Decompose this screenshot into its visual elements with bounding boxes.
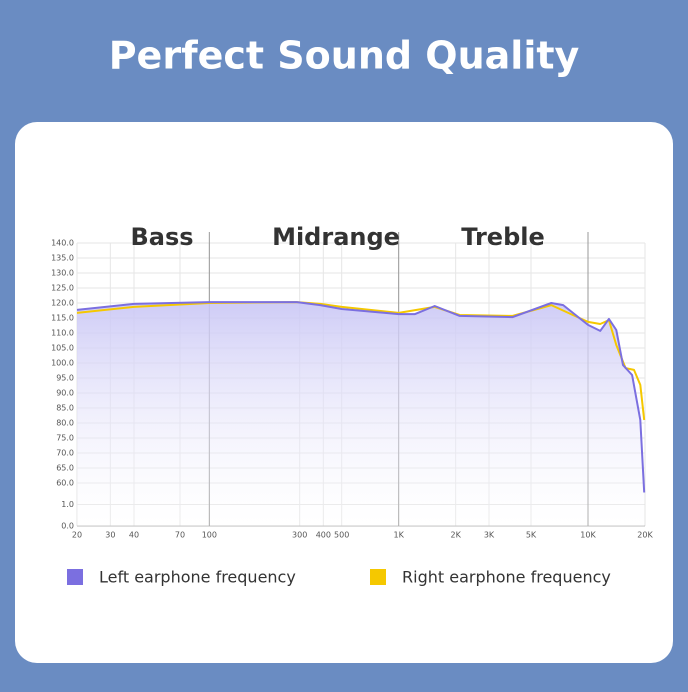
y-tick-label: 100.0	[51, 359, 74, 368]
legend-swatch	[67, 569, 83, 585]
area	[77, 302, 645, 526]
x-tick-label: 3K	[484, 531, 495, 540]
page-title: Perfect Sound Quality	[109, 34, 580, 78]
x-tick-label: 2K	[450, 531, 461, 540]
legend-label: Right earphone frequency	[402, 568, 611, 587]
x-tick-label: 5K	[526, 531, 537, 540]
y-tick-label: 135.0	[51, 254, 74, 263]
legend-label: Left earphone frequency	[99, 568, 296, 587]
y-tick-label: 60.0	[56, 479, 74, 488]
y-tick-label: 70.0	[56, 449, 74, 458]
y-tick-label: 130.0	[51, 269, 74, 278]
y-tick-label: 125.0	[51, 284, 74, 293]
legend-swatch	[370, 569, 386, 585]
section-label: Treble	[461, 223, 545, 251]
y-tick-label: 105.0	[51, 344, 74, 353]
y-tick-label: 120.0	[51, 299, 74, 308]
x-tick-label: 400	[316, 531, 331, 540]
y-tick-label: 90.0	[56, 389, 74, 398]
section-label: Bass	[130, 223, 193, 251]
x-tick-label: 100	[202, 531, 217, 540]
x-tick-label: 500	[334, 531, 349, 540]
x-tick-label: 30	[105, 531, 115, 540]
y-tick-label: 75.0	[56, 434, 74, 443]
x-tick-label: 40	[129, 531, 139, 540]
x-tick-label: 20K	[637, 531, 653, 540]
y-tick-label: 95.0	[56, 374, 74, 383]
y-tick-label: 1.0	[61, 500, 74, 509]
y-tick-label: 110.0	[51, 329, 74, 338]
x-tick-label: 20	[72, 531, 82, 540]
x-tick-label: 10K	[580, 531, 596, 540]
x-tick-label: 300	[292, 531, 307, 540]
x-tick-label: 1K	[393, 531, 404, 540]
x-tick-label: 70	[175, 531, 185, 540]
series-line	[76, 301, 646, 493]
y-tick-label: 85.0	[56, 404, 74, 413]
y-tick-label: 65.0	[56, 464, 74, 473]
y-tick-label: 140.0	[51, 239, 74, 248]
y-tick-label: 115.0	[51, 314, 74, 323]
y-tick-label: 0.0	[61, 522, 74, 531]
y-tick-label: 80.0	[56, 419, 74, 428]
section-label: Midrange	[272, 223, 400, 251]
